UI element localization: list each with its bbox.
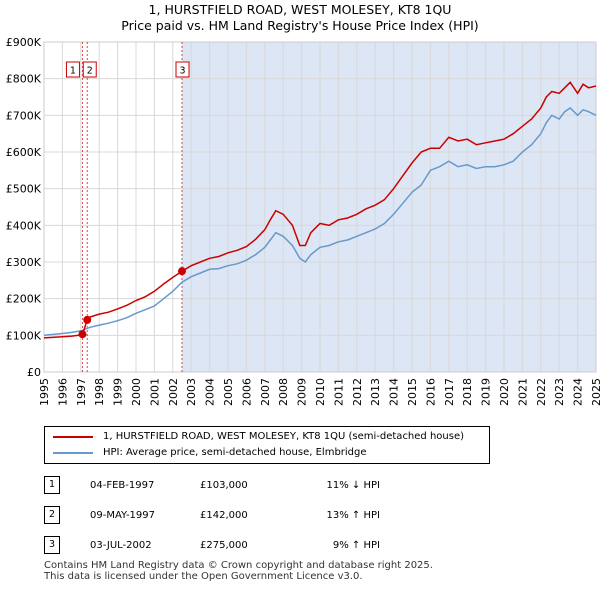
x-tick-label: 2018 [461, 378, 474, 406]
legend-swatch-hpi [53, 452, 93, 454]
x-tick-label: 2005 [222, 378, 235, 406]
x-tick-label: 2001 [148, 378, 161, 406]
x-tick-label: 2023 [553, 378, 566, 406]
footer-licence: This data is licensed under the Open Gov… [44, 571, 363, 582]
sales-table: 1 04-FEB-1997 £103,000 11% ↓ HPI 2 09-MA… [44, 470, 380, 560]
x-tick-label: 2020 [498, 378, 511, 406]
sale-date: 03-JUL-2002 [90, 539, 152, 551]
y-tick-label: £200K [6, 293, 42, 306]
x-tick-label: 2015 [406, 378, 419, 406]
x-tick-label: 2025 [590, 378, 600, 406]
sale-label: 3 [179, 66, 185, 77]
sale-point [78, 330, 87, 339]
sale-marker: 3 [44, 536, 60, 554]
y-tick-label: £600K [6, 146, 42, 159]
sale-point [83, 315, 92, 324]
x-tick-label: 2003 [185, 378, 198, 406]
sale-label: 1 [70, 66, 76, 77]
sale-price: £275,000 [200, 539, 248, 551]
sale-point [178, 267, 186, 276]
x-tick-label: 2002 [167, 378, 180, 406]
sale-label-box [82, 61, 97, 78]
sale-hpi: 9% ↑ HPI [332, 539, 380, 551]
x-tick-label: 2000 [130, 378, 143, 406]
y-tick-label: £700K [6, 109, 42, 122]
x-tick-label: 1997 [75, 378, 88, 406]
x-tick-label: 2013 [369, 378, 382, 406]
property-price-line [43, 81, 597, 339]
table-row: 3 03-JUL-2002 £275,000 9% ↑ HPI [44, 530, 380, 560]
plot-frame [43, 41, 597, 373]
sale-label-box [175, 61, 190, 78]
y-tick-label: £0 [27, 366, 41, 379]
x-tick-label: 2009 [296, 378, 309, 406]
x-tick-label: 2022 [535, 378, 548, 406]
sale-hpi: 11% ↓ HPI [326, 479, 380, 491]
table-row: 1 04-FEB-1997 £103,000 11% ↓ HPI [44, 470, 380, 500]
chart-area: £0 £100K £200K £300K £400K £500K £600K £700K £80… [6, 36, 600, 406]
x-tick-label: 1999 [112, 378, 125, 406]
x-tick-label: 2006 [240, 378, 253, 406]
x-tick-label: 2024 [572, 378, 585, 406]
legend-label-hpi: HPI: Average price, semi-detached house,… [103, 447, 367, 458]
y-tick-label: £500K [6, 183, 42, 196]
sale-marker: 2 [44, 506, 60, 524]
hpi-line [43, 107, 597, 337]
x-tick-label: 2010 [314, 378, 327, 406]
x-tick-label: 2008 [277, 378, 290, 406]
x-tick-label: 2017 [443, 378, 456, 406]
chart-subtitle: Price paid vs. HM Land Registry's House … [121, 18, 479, 33]
x-tick-label: 2019 [480, 378, 493, 406]
footer-copyright: Contains HM Land Registry data © Crown c… [44, 560, 433, 571]
y-tick-label: £100K [6, 329, 42, 342]
legend: 1, HURSTFIELD ROAD, WEST MOLESEY, KT8 1Q… [44, 426, 490, 464]
x-tick-label: 2007 [259, 378, 272, 406]
x-tick-label: 2012 [351, 378, 364, 406]
shaded-region [182, 42, 596, 372]
sale-hpi: 13% ↑ HPI [326, 509, 380, 521]
table-row: 2 09-MAY-1997 £142,000 13% ↑ HPI [44, 500, 380, 530]
y-tick-label: £800K [6, 73, 42, 86]
legend-swatch-property [53, 436, 93, 438]
x-tick-label: 1998 [93, 378, 106, 406]
sale-price: £142,000 [200, 509, 248, 521]
y-tick-label: £900K [6, 36, 42, 49]
sale-price: £103,000 [200, 479, 248, 491]
x-tick-label: 1995 [38, 378, 51, 406]
x-tick-label: 2021 [516, 378, 529, 406]
sale-label-box [65, 61, 80, 78]
x-tick-label: 2011 [332, 378, 345, 406]
x-tick-label: 2004 [204, 378, 217, 406]
chart-title: 1, HURSTFIELD ROAD, WEST MOLESEY, KT8 1Q… [148, 2, 452, 17]
sale-date: 09-MAY-1997 [90, 509, 156, 521]
sale-marker: 1 [44, 476, 60, 494]
footer: Contains HM Land Registry data © Crown c… [44, 560, 433, 582]
legend-label-property: 1, HURSTFIELD ROAD, WEST MOLESEY, KT8 1Q… [103, 431, 465, 442]
sale-label: 2 [87, 66, 93, 77]
x-tick-label: 2014 [388, 378, 401, 406]
x-tick-label: 2016 [424, 378, 437, 406]
x-tick-label: 1996 [56, 378, 69, 406]
sale-date: 04-FEB-1997 [90, 479, 155, 491]
y-tick-label: £300K [6, 256, 42, 269]
y-tick-label: £400K [6, 219, 42, 232]
